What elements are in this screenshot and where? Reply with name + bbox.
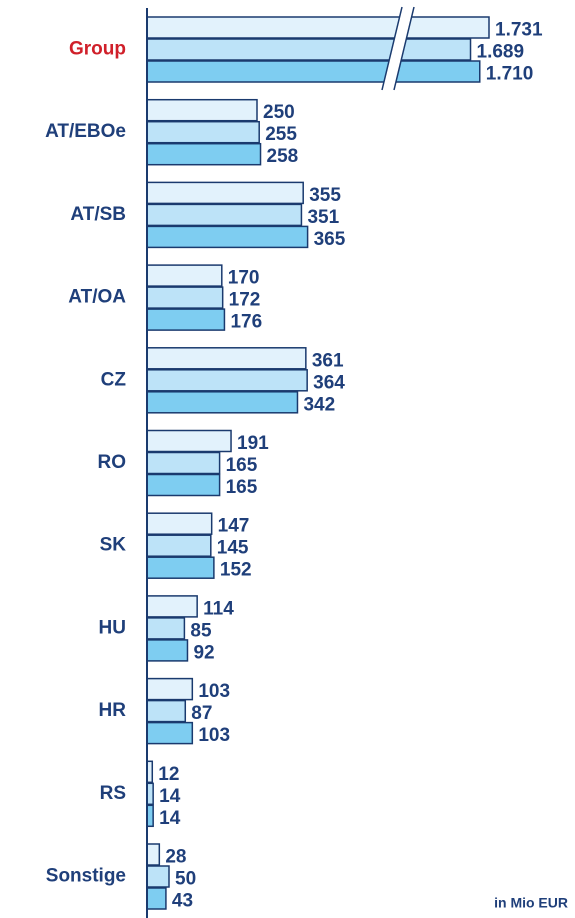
value-label: 28 bbox=[165, 847, 186, 868]
value-label: 170 bbox=[228, 268, 260, 289]
bar bbox=[146, 556, 215, 579]
value-label: 258 bbox=[267, 146, 299, 167]
bar bbox=[146, 120, 260, 144]
value-label: 85 bbox=[190, 620, 212, 641]
value-label: 351 bbox=[307, 207, 339, 228]
axis-break-line bbox=[381, 6, 403, 91]
bar bbox=[146, 391, 299, 414]
value-label: 250 bbox=[263, 102, 295, 123]
bar bbox=[146, 887, 167, 910]
bar bbox=[146, 617, 186, 640]
bar bbox=[146, 264, 223, 287]
bar bbox=[146, 98, 258, 122]
value-label: 165 bbox=[226, 477, 258, 498]
bar bbox=[146, 639, 189, 662]
value-label: 176 bbox=[230, 312, 262, 333]
bar bbox=[146, 16, 490, 39]
bar bbox=[146, 843, 161, 866]
value-label: 342 bbox=[303, 394, 335, 415]
bar bbox=[146, 677, 194, 701]
value-label: 50 bbox=[175, 869, 196, 890]
bar bbox=[146, 721, 194, 745]
bar bbox=[146, 347, 307, 370]
value-label: 361 bbox=[312, 350, 344, 371]
bar bbox=[146, 225, 309, 249]
value-label: 165 bbox=[226, 455, 258, 476]
category-label: Group bbox=[69, 39, 126, 60]
category-label: SK bbox=[100, 535, 127, 556]
value-label: 172 bbox=[229, 290, 261, 311]
axis-break-line bbox=[393, 6, 415, 91]
bar bbox=[146, 451, 221, 475]
bar bbox=[146, 142, 262, 166]
value-label: 145 bbox=[217, 538, 249, 559]
bar bbox=[146, 595, 198, 618]
value-label: 87 bbox=[191, 703, 212, 724]
category-label: CZ bbox=[101, 369, 127, 390]
bar bbox=[146, 181, 304, 205]
category-label: AT/SB bbox=[70, 204, 126, 225]
bar bbox=[146, 60, 481, 83]
category-label: RO bbox=[98, 452, 127, 473]
category-label: RS bbox=[100, 783, 126, 804]
value-label: 147 bbox=[218, 516, 250, 537]
value-label: 355 bbox=[309, 185, 341, 206]
bar bbox=[146, 534, 212, 557]
value-label: 43 bbox=[172, 891, 193, 912]
bar bbox=[146, 865, 170, 888]
category-label: HR bbox=[99, 700, 127, 721]
bar bbox=[146, 429, 232, 453]
value-label: 14 bbox=[159, 786, 181, 807]
category-label: HU bbox=[99, 617, 126, 638]
value-label: 14 bbox=[159, 808, 181, 829]
category-label: AT/OA bbox=[68, 287, 126, 308]
value-label: 365 bbox=[314, 229, 346, 250]
value-label: 103 bbox=[198, 725, 230, 746]
value-label: 364 bbox=[313, 372, 345, 393]
bar bbox=[146, 286, 224, 309]
category-label: AT/EBOe bbox=[45, 121, 126, 142]
value-label: 12 bbox=[158, 764, 179, 785]
bar bbox=[146, 473, 221, 497]
value-label: 255 bbox=[265, 124, 297, 145]
bar bbox=[146, 512, 213, 535]
bar bbox=[146, 369, 308, 392]
value-label: 1.710 bbox=[486, 64, 534, 85]
axis-break bbox=[382, 7, 414, 90]
value-label: 152 bbox=[220, 560, 252, 581]
value-label: 103 bbox=[198, 681, 230, 702]
value-label: 92 bbox=[193, 642, 214, 663]
value-label: 1.689 bbox=[477, 42, 525, 63]
unit-annotation: in Mio EUR bbox=[494, 895, 568, 911]
bar bbox=[146, 38, 472, 61]
value-label: 114 bbox=[203, 598, 234, 619]
value-label: 1.731 bbox=[495, 20, 543, 41]
value-label: 191 bbox=[237, 433, 269, 454]
bar bbox=[146, 203, 303, 227]
bar bbox=[146, 699, 187, 723]
bar bbox=[146, 308, 226, 331]
category-label: Sonstige bbox=[46, 866, 126, 887]
